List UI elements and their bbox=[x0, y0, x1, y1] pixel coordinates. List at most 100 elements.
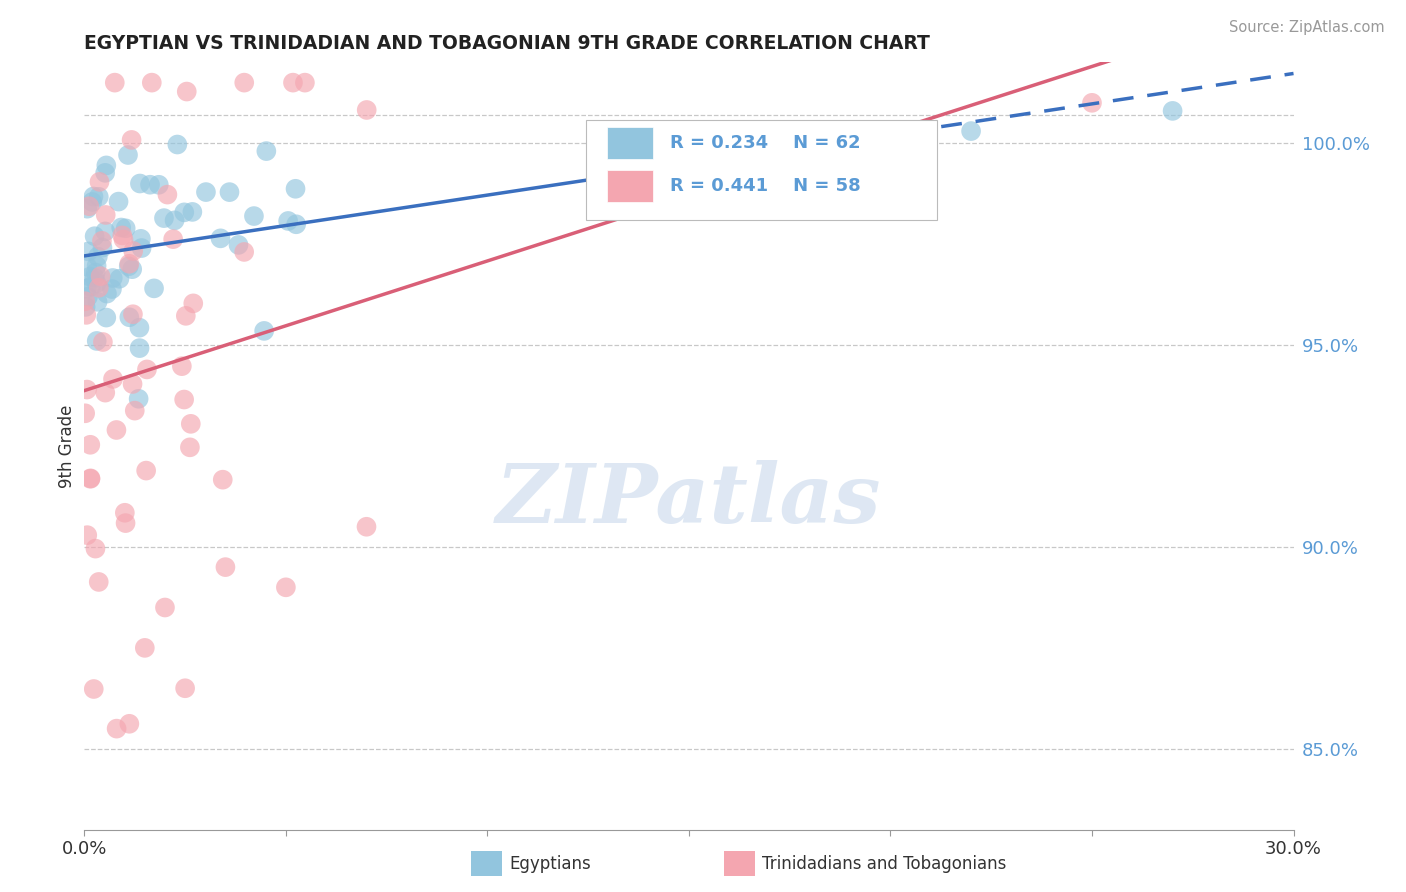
Point bbox=[114, 221, 136, 235]
Point bbox=[105, 423, 128, 437]
Point bbox=[131, 241, 153, 255]
Point bbox=[141, 76, 163, 90]
FancyBboxPatch shape bbox=[586, 120, 936, 219]
Point bbox=[135, 464, 157, 478]
Point bbox=[77, 244, 100, 259]
Point bbox=[91, 234, 114, 248]
Bar bbox=[607, 127, 652, 159]
Point bbox=[118, 716, 141, 731]
Point bbox=[118, 257, 141, 271]
Point bbox=[128, 320, 150, 334]
Point bbox=[75, 294, 97, 309]
Point bbox=[233, 76, 256, 90]
Point bbox=[153, 600, 176, 615]
Point bbox=[174, 309, 197, 323]
Bar bbox=[607, 169, 652, 202]
Point bbox=[87, 574, 110, 589]
Point bbox=[105, 722, 128, 736]
Point bbox=[218, 185, 240, 199]
Point bbox=[162, 232, 184, 246]
Point bbox=[180, 417, 202, 431]
Point bbox=[284, 182, 307, 196]
Point bbox=[76, 260, 98, 274]
Point bbox=[121, 133, 143, 147]
Point bbox=[79, 269, 101, 284]
Point bbox=[211, 473, 233, 487]
Text: Egyptians: Egyptians bbox=[509, 855, 591, 873]
Point bbox=[121, 262, 143, 277]
Point bbox=[214, 560, 236, 574]
Point bbox=[86, 294, 108, 309]
Point bbox=[75, 308, 97, 322]
Point bbox=[166, 137, 188, 152]
Point bbox=[76, 383, 98, 397]
Point bbox=[139, 178, 162, 192]
Point bbox=[79, 471, 101, 485]
Point bbox=[86, 276, 108, 290]
Point bbox=[173, 205, 195, 219]
Point bbox=[253, 324, 276, 338]
Point bbox=[148, 178, 170, 192]
Point bbox=[356, 103, 378, 117]
Point bbox=[94, 385, 117, 400]
Point bbox=[281, 76, 304, 90]
Point bbox=[274, 580, 297, 594]
Point bbox=[1081, 95, 1104, 110]
Point bbox=[134, 640, 156, 655]
Point bbox=[77, 199, 100, 213]
Point bbox=[181, 296, 204, 310]
Point bbox=[128, 392, 150, 406]
Point bbox=[129, 232, 152, 246]
Point bbox=[114, 516, 136, 530]
Point bbox=[122, 307, 145, 321]
Point bbox=[128, 341, 150, 355]
Point bbox=[110, 220, 132, 235]
Point bbox=[118, 310, 141, 325]
Point bbox=[104, 76, 127, 90]
Point bbox=[101, 282, 124, 296]
Point bbox=[91, 334, 114, 349]
Point bbox=[91, 241, 114, 255]
Point bbox=[179, 440, 201, 454]
Y-axis label: 9th Grade: 9th Grade bbox=[58, 404, 76, 488]
Point bbox=[76, 281, 98, 295]
Point bbox=[118, 259, 141, 273]
Point bbox=[83, 271, 105, 285]
Point bbox=[82, 194, 104, 209]
Text: Trinidadians and Tobagonians: Trinidadians and Tobagonians bbox=[762, 855, 1007, 873]
Point bbox=[96, 310, 118, 325]
Point bbox=[108, 272, 131, 286]
Point bbox=[90, 269, 112, 284]
Point bbox=[84, 541, 107, 556]
Point bbox=[79, 438, 101, 452]
Point bbox=[76, 202, 98, 216]
Point bbox=[173, 392, 195, 407]
Point bbox=[114, 506, 136, 520]
Point bbox=[285, 217, 308, 231]
Point bbox=[124, 403, 146, 417]
Point bbox=[209, 231, 232, 245]
Point bbox=[194, 185, 217, 199]
Point bbox=[111, 228, 134, 243]
Text: R = 0.441    N = 58: R = 0.441 N = 58 bbox=[669, 177, 860, 195]
Point bbox=[294, 76, 316, 90]
Point bbox=[75, 300, 97, 314]
Point bbox=[84, 266, 107, 280]
Point bbox=[122, 244, 145, 258]
Point bbox=[101, 372, 124, 386]
Point bbox=[117, 148, 139, 162]
Point bbox=[86, 259, 108, 273]
Point bbox=[960, 124, 983, 138]
Text: EGYPTIAN VS TRINIDADIAN AND TOBAGONIAN 9TH GRADE CORRELATION CHART: EGYPTIAN VS TRINIDADIAN AND TOBAGONIAN 9… bbox=[84, 34, 931, 53]
Point bbox=[89, 175, 111, 189]
Text: Source: ZipAtlas.com: Source: ZipAtlas.com bbox=[1229, 20, 1385, 35]
Point bbox=[356, 520, 378, 534]
Point bbox=[86, 334, 108, 348]
Point bbox=[96, 286, 118, 301]
Point bbox=[243, 209, 266, 223]
Point bbox=[87, 190, 110, 204]
Point bbox=[129, 177, 152, 191]
Point bbox=[82, 189, 104, 203]
Point bbox=[94, 166, 117, 180]
Point bbox=[77, 290, 100, 304]
